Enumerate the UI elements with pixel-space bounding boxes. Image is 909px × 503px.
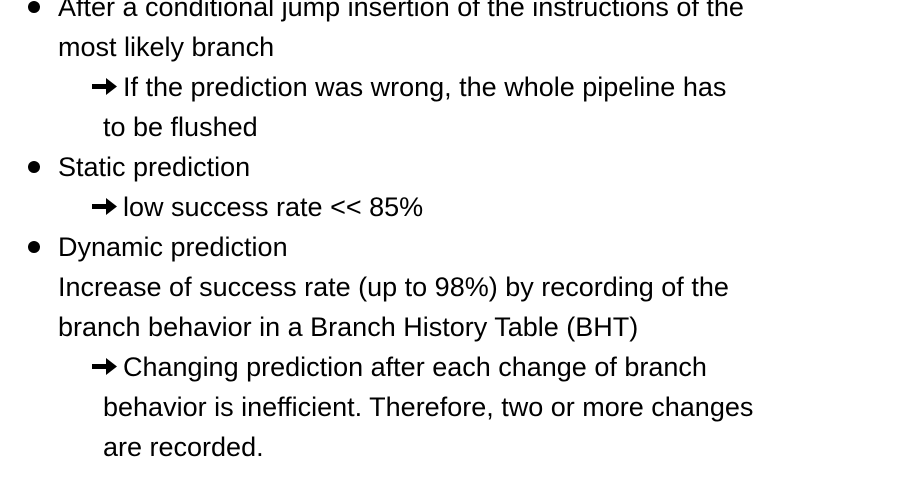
bullet-text-line: After a conditional jump insertion of th… [58,0,744,22]
sub-text-line: behavior is inefficient. Therefore, two … [103,392,754,422]
bullet-icon [28,161,40,173]
bullet-text-line: Increase of success rate (up to 98%) by … [58,272,729,302]
bullet-item-static-prediction: Static prediction [28,147,888,187]
sub-text-line: If the prediction was wrong, the whole p… [123,72,727,102]
bullet-icon [28,1,40,13]
bullet-text-line: Dynamic prediction [58,232,288,262]
bullet-text-line: branch behavior in a Branch History Tabl… [58,312,639,342]
right-arrow-icon [92,198,117,215]
sub-text-line: low success rate << 85% [123,192,424,222]
sub-text-line: Changing prediction after each change of… [123,352,707,382]
right-arrow-icon [92,358,117,375]
sub-item-low-success: low success rate << 85% [92,187,883,227]
sub-text-line: to be flushed [103,112,258,142]
bullet-icon [28,241,40,253]
sub-text-line: are recorded. [103,432,264,462]
bullet-item-conditional-jump: After a conditional jump insertion of th… [28,0,888,67]
sub-item-pipeline-flush: If the prediction was wrong, the whole p… [92,67,883,147]
slide-content: After a conditional jump insertion of th… [28,0,888,467]
sub-item-changing-prediction: Changing prediction after each change of… [92,347,883,467]
bullet-text-line: most likely branch [58,32,275,62]
right-arrow-icon [92,78,117,95]
bullet-text-line: Static prediction [58,152,251,182]
bullet-item-dynamic-prediction: Dynamic prediction Increase of success r… [28,227,888,347]
